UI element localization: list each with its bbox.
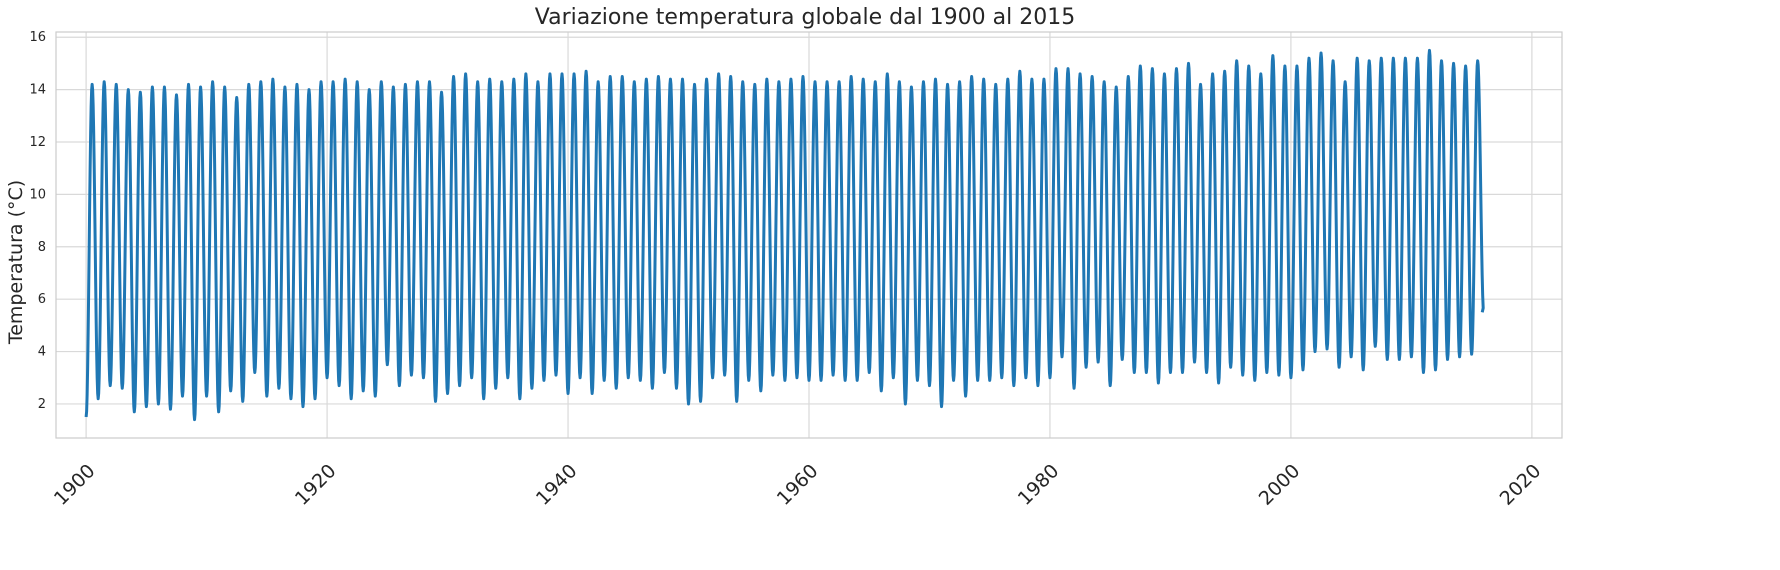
y-tick-label: 16 — [29, 30, 46, 45]
axes-frame — [55, 31, 1563, 439]
y-tick-label: 6 — [38, 292, 46, 307]
y-tick-label: 12 — [29, 135, 46, 150]
y-tick-label: 4 — [38, 345, 46, 360]
y-axis-label: Temperatura (°C) — [5, 180, 27, 345]
plot-frame — [55, 31, 1563, 439]
grid-lines — [56, 32, 1562, 438]
temperature-series-line — [84, 48, 1485, 422]
y-tick-label: 8 — [38, 240, 46, 255]
y-tick-label: 14 — [29, 83, 46, 98]
chart-title: Variazione temperatura globale dal 1900 … — [535, 5, 1076, 30]
y-tick-label: 10 — [29, 187, 46, 202]
y-tick-label: 2 — [38, 397, 46, 412]
series-layer — [84, 48, 1485, 422]
